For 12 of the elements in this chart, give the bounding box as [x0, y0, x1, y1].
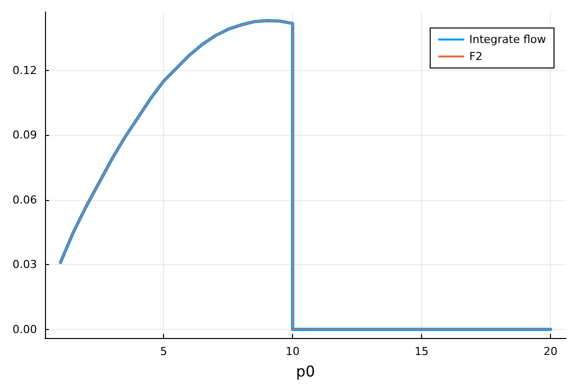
x-tick-label: 20: [544, 345, 558, 358]
x-tick-label: 10: [286, 345, 300, 358]
y-tick-label: 0.09: [12, 128, 37, 142]
y-tick-label: 0.06: [12, 193, 37, 206]
y-tick-label: 0.12: [12, 64, 37, 77]
x-tick-label: 15: [414, 345, 429, 358]
y-tick-label: 0.00: [12, 322, 37, 336]
x-axis-title: p0: [296, 362, 316, 380]
legend-label: Integrate flow: [469, 33, 546, 46]
legend-label: F2: [469, 50, 483, 63]
y-tick-label: 0.03: [12, 258, 37, 272]
x-tick-label: 5: [160, 345, 168, 358]
